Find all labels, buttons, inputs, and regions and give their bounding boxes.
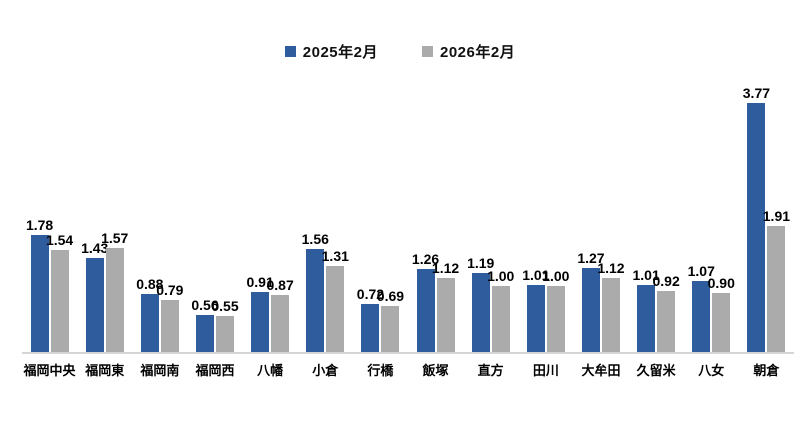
bar-2026: 0.69 [377,288,404,352]
bar-2026: 1.00 [542,268,569,352]
bar-group: 1.78 1.54 福岡中央 [22,82,77,378]
bar-2025: 0.88 [136,276,163,352]
bar-group: 1.01 0.92 久留米 [629,82,684,378]
value-label: 1.57 [101,230,129,247]
bar-group: 0.88 0.79 福岡南 [132,82,187,378]
legend: 2025年2月 2026年2月 [0,41,800,62]
bar-2026: 1.91 [763,208,790,352]
value-label: 0.88 [136,275,164,292]
bar-2026: 1.12 [597,260,625,352]
category-label: 直方 [477,363,504,378]
bar-2026: 0.87 [267,277,294,352]
category-label: 久留米 [636,363,676,378]
bar-2025: 3.77 [743,85,770,352]
legend-label-2025: 2025年2月 [302,44,378,61]
bar-2026: 1.12 [432,260,459,352]
value-label: 1.00 [542,268,570,284]
bar-2026: 1.31 [322,248,349,352]
bar-group: 1.19 1.00 直方 [463,82,518,378]
bar-2025: 1.01 [632,267,660,352]
category-label: 福岡南 [140,363,180,378]
bar-2026: 0.79 [156,282,183,352]
value-label: 0.56 [191,297,219,314]
value-label: 0.87 [266,276,294,293]
value-label: 1.27 [577,250,605,267]
value-label: 1.43 [81,239,109,256]
category-label: 朝倉 [753,363,780,378]
bar-2025: 1.56 [302,231,329,352]
x-axis-line [22,352,794,354]
bar-2025: 1.43 [81,240,108,352]
value-label: 0.69 [376,288,405,305]
bar-2025: 1.26 [412,251,439,352]
bar-group: 3.77 1.91 朝倉 [739,82,794,378]
category-label: 福岡西 [195,363,235,378]
value-label: 1.12 [431,260,460,277]
value-label: 1.01 [632,267,660,284]
category-label: 福岡東 [85,363,125,378]
category-label: 行橋 [367,363,394,378]
value-label: 1.26 [411,250,440,267]
bar-group: 1.56 1.31 小倉 [298,82,353,378]
bar-2025: 1.07 [688,263,715,352]
bar-2026: 1.00 [487,268,514,352]
bar-group: 1.01 1.00 田川 [518,82,573,378]
bar-2025: 0.56 [191,297,219,352]
value-label: 0.72 [356,286,385,303]
bar-group: 0.56 0.55 福岡西 [187,82,242,378]
bar-2025: 0.72 [357,286,384,352]
value-label: 1.07 [687,263,715,280]
category-label: 大牟田 [581,363,621,378]
value-label: 1.19 [467,255,495,272]
legend-item-2025: 2025年2月 [284,41,378,62]
value-label: 1.78 [25,216,54,233]
bar-2026: 0.90 [708,275,735,352]
bar-2025: 1.01 [522,267,549,352]
bar-2025: 1.19 [467,255,494,352]
legend-label-2026: 2026年2月 [440,44,516,61]
bar-2026: 1.54 [46,232,73,352]
bar-2026: 0.55 [211,298,239,352]
category-label: 小倉 [312,363,339,378]
bar-group: 0.91 0.87 八幡 [243,82,298,378]
value-label: 1.56 [301,231,329,248]
value-label: 1.12 [597,260,625,277]
category-label: 八女 [698,363,725,378]
value-label: 0.90 [707,274,735,291]
legend-item-2026: 2026年2月 [422,41,515,62]
value-label: 1.01 [522,267,550,284]
bar-group: 1.07 0.90 八女 [684,82,739,378]
value-label: 1.54 [45,232,74,249]
bar-group: 0.72 0.69 行橋 [353,82,408,378]
legend-swatch-2026-icon [422,46,433,57]
legend-swatch-2025-icon [284,46,296,57]
value-label: 1.31 [321,247,349,264]
value-label: 0.79 [156,281,184,298]
bar-group: 1.27 1.12 大牟田 [573,82,628,378]
bar-2025: 0.91 [247,274,274,352]
bar-2025: 1.27 [577,250,605,352]
category-label: 八幡 [257,363,284,378]
bar-group: 1.43 1.57 福岡東 [77,82,132,378]
category-label: 福岡中央 [23,363,76,378]
category-label: 田川 [532,363,559,378]
bar-2025: 1.78 [26,217,53,352]
value-label: 0.92 [652,273,680,290]
bar-2026: 1.57 [101,230,128,352]
value-label: 0.55 [211,297,239,314]
value-label: 1.00 [487,268,515,284]
category-label: 飯塚 [422,363,449,378]
value-label: 1.91 [762,207,791,224]
value-label: 0.91 [246,273,274,290]
bar-2026: 0.92 [652,273,680,352]
value-label: 3.77 [742,85,771,102]
bar-group: 1.26 1.12 飯塚 [408,82,463,378]
bar-chart-plot-area: 1.78 1.54 福岡中央 1.43 1.57 福岡東 0.88 0.79 福岡南 0.56 0.… [22,82,794,378]
